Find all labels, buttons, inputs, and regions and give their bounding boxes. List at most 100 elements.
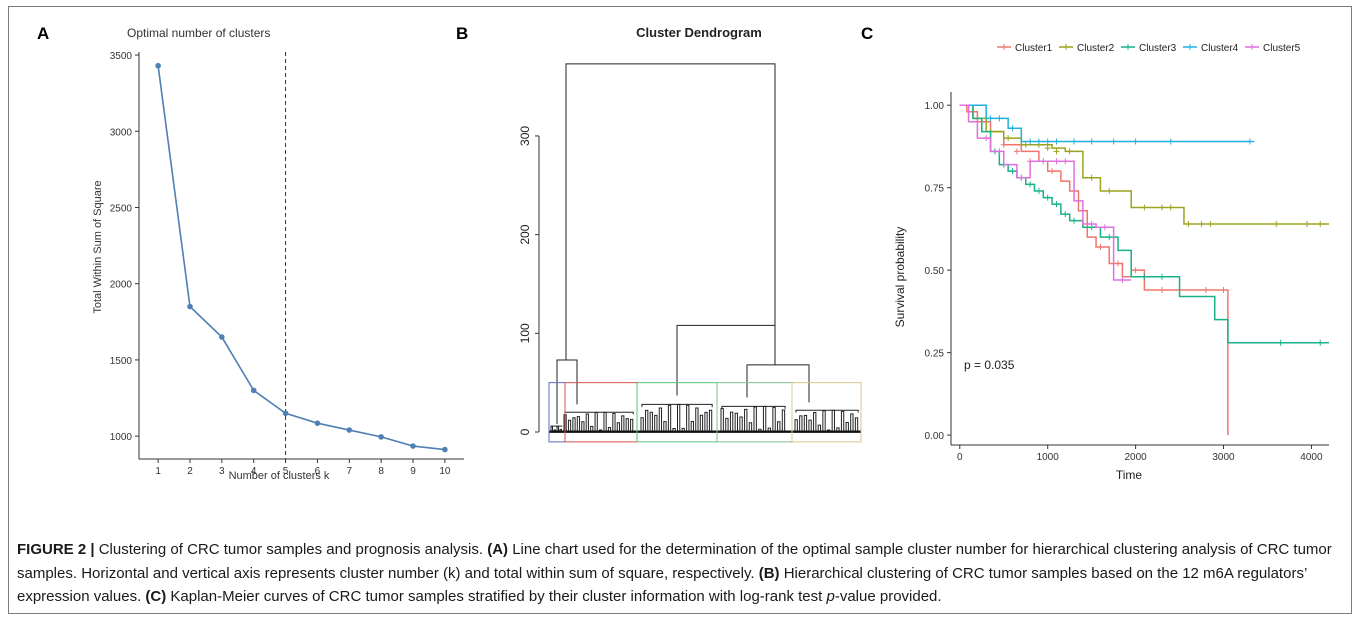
dendrogram-link <box>594 412 598 432</box>
x-tick-label: 4 <box>251 466 257 477</box>
figure-frame: A Optimal number of clusters 1000 1500 200… <box>8 6 1352 614</box>
y-tick-label: 0.25 <box>925 349 945 360</box>
censor-mark <box>996 115 1003 122</box>
figure-panels: A Optimal number of clusters 10001500200… <box>37 24 1329 482</box>
panel-a-xlabel: Number of clusters k <box>229 470 330 482</box>
censor-mark <box>1167 204 1174 211</box>
legend-swatch-mark <box>1125 44 1131 50</box>
censor-mark <box>1220 286 1227 293</box>
censor-mark <box>1053 138 1060 145</box>
x-tick-label: 2000 <box>1124 452 1147 463</box>
panel-c-axes: 0.00 0.25 0.50 0.75 1.00 0 1000 2000 3000 4000 <box>925 92 1329 463</box>
censor-mark <box>1088 174 1095 181</box>
dendrogram-link <box>621 415 625 432</box>
panel-a-axes: 1000 1500 2000 2500 3000 3500 1 2 3 4 5 6 7 8 9 10 <box>110 51 464 477</box>
censor-mark <box>1035 187 1042 194</box>
cluster-rect <box>791 382 862 443</box>
wss-point <box>155 62 161 69</box>
wss-point <box>219 334 225 340</box>
caption-a-label: (A) <box>487 541 509 558</box>
dendrogram-link <box>854 417 859 432</box>
x-tick-label: 8 <box>378 466 384 477</box>
legend-label: Cluster3 <box>1139 43 1177 54</box>
dendrogram-link <box>753 406 757 432</box>
km-curve-cluster2 <box>959 104 1329 225</box>
dendrogram-link <box>795 409 859 413</box>
dendrogram-link <box>658 407 663 432</box>
censor-mark <box>1009 125 1016 132</box>
x-tick-label: 0 <box>957 452 963 463</box>
dendrogram-link <box>640 417 644 432</box>
dendrogram-link <box>590 425 594 432</box>
dendrogram-link <box>725 417 729 432</box>
dendrogram-link <box>822 410 826 432</box>
censor-mark <box>1027 138 1034 145</box>
x-tick-label: 4000 <box>1300 452 1323 463</box>
panel-a: A Optimal number of clusters 1000 1500 200… <box>37 24 464 482</box>
dendrogram-link <box>831 409 835 432</box>
dendrogram-link <box>576 416 581 432</box>
censor-mark <box>1009 168 1016 175</box>
censor-mark <box>1013 148 1020 155</box>
y-tick-label: 1.00 <box>925 101 945 112</box>
censor-mark <box>1317 220 1324 227</box>
panel-b-title: Cluster Dendrogram <box>636 25 762 40</box>
censor-mark <box>1115 260 1122 267</box>
censor-mark <box>1110 138 1117 145</box>
censor-mark <box>1106 187 1113 194</box>
dendrogram-link <box>734 412 738 432</box>
dendrogram-link <box>556 359 578 425</box>
dendrogram-link <box>567 419 572 432</box>
x-tick-label: 10 <box>439 466 451 477</box>
x-tick-label: 1000 <box>1037 452 1060 463</box>
censor-mark <box>987 115 994 122</box>
y-tick-label: 100 <box>518 323 532 343</box>
dendrogram-link <box>625 418 629 432</box>
dendrogram-link <box>676 324 776 396</box>
panel-b-axes: 0 100 200 300 <box>518 126 540 435</box>
censor-mark <box>1066 148 1073 155</box>
dendrogram-link <box>572 417 576 432</box>
legend-label: Cluster2 <box>1077 43 1115 54</box>
censor-mark <box>1044 145 1051 152</box>
x-tick-label: 3000 <box>1212 452 1235 463</box>
dendrogram-link <box>777 421 781 432</box>
censor-mark <box>1198 220 1205 227</box>
y-tick-label: 2500 <box>110 203 133 214</box>
dendrogram-link <box>808 419 812 432</box>
p-value-annotation: p = 0.035 <box>964 358 1015 372</box>
panel-b-label: B <box>456 24 468 43</box>
caption-p-value: p <box>826 588 835 605</box>
censor-mark <box>1071 138 1078 145</box>
dendrogram-link <box>739 416 743 432</box>
censor-mark <box>1132 267 1139 274</box>
wss-point <box>250 387 257 394</box>
censor-mark <box>1119 277 1126 284</box>
wss-point <box>346 427 353 433</box>
dendrogram-link <box>581 421 585 432</box>
censor-mark <box>1158 273 1165 280</box>
dendrogram-link <box>813 411 817 432</box>
censor-mark <box>1167 138 1174 145</box>
panel-a-ylabel: Total Within Sum of Square <box>92 180 104 313</box>
censor-mark <box>1202 286 1209 293</box>
dendrogram-link <box>840 410 845 432</box>
censor-mark <box>1044 194 1051 201</box>
dendrogram-link <box>672 428 676 432</box>
y-tick-label: 1500 <box>110 356 133 367</box>
caption-c-label: (C) <box>145 588 167 605</box>
dendrogram-link <box>663 421 667 432</box>
dendrogram-link <box>850 413 854 432</box>
censor-mark <box>1158 286 1165 293</box>
censor-mark <box>1106 234 1113 241</box>
panel-c: C Cluster1 Cluster2 Cluster3 Cluster4 Cluste… <box>861 24 1329 482</box>
censor-mark <box>1088 220 1095 227</box>
dendrogram-link <box>667 404 672 432</box>
dendrogram-link <box>645 409 649 432</box>
x-tick-label: 3 <box>219 466 225 477</box>
dendrogram-link <box>695 407 699 432</box>
y-tick-label: 3500 <box>110 51 133 62</box>
wss-point <box>187 303 193 310</box>
censor-mark <box>1141 273 1148 280</box>
panel-c-legend: Cluster1 Cluster2 Cluster3 Cluster4 Cluster5 <box>997 43 1301 54</box>
